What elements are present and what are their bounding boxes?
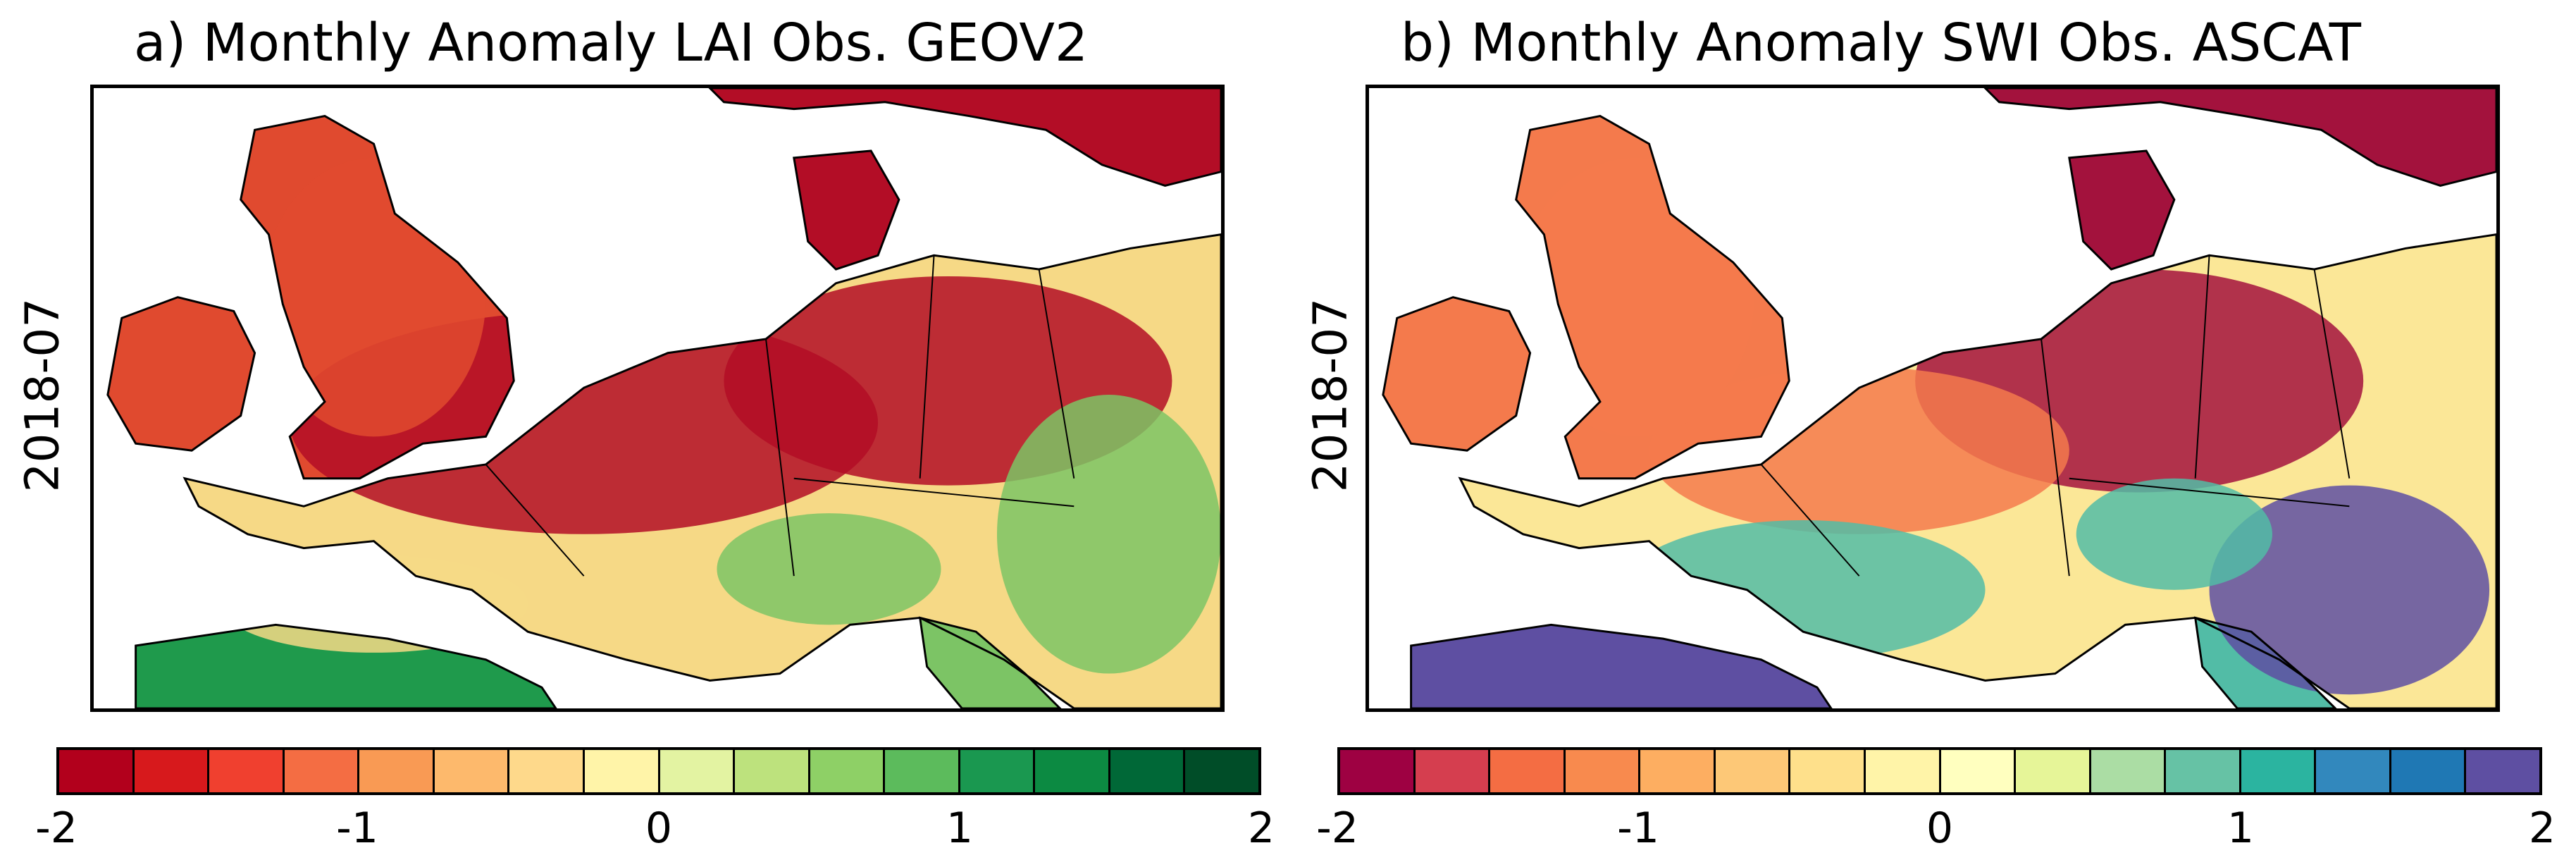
land-scandinavia-north [1985, 88, 2496, 186]
panel-b-tick-3: 1 [2227, 804, 2255, 853]
panel-b-map[interactable] [1366, 85, 2500, 712]
land-britain-coastline [1515, 114, 1790, 480]
land-ireland-coastline [1382, 296, 1532, 452]
land-scandinavia-north [710, 88, 1221, 186]
country-border-2 [919, 255, 935, 479]
panel-b-tick-2: 0 [1926, 804, 1954, 853]
anomaly-region-3 [996, 395, 1221, 674]
colorbar-swatch-8 [1940, 750, 2017, 792]
country-border-3 [2313, 269, 2351, 479]
country-border-3 [1038, 269, 1075, 479]
panel-a-tick-1: -1 [336, 804, 378, 853]
colorbar-swatch-4 [1640, 750, 1716, 792]
land-denmark-coastline [2068, 149, 2176, 271]
colorbar-swatch-3 [1565, 750, 1641, 792]
panel-a-title: a) Monthly Anomaly LAI Obs. GEOV2 [134, 13, 1089, 73]
land-denmark [2069, 150, 2174, 270]
colorbar-swatch-11 [2166, 750, 2241, 792]
colorbar-swatch-2 [209, 750, 285, 792]
colorbar-swatch-0 [59, 750, 135, 792]
colorbar-swatch-0 [1340, 750, 1416, 792]
panel-a-row-label: 2018-07 [15, 297, 70, 493]
colorbar-swatch-12 [2241, 750, 2317, 792]
panel-b-row-label: 2018-07 [1303, 297, 1358, 493]
land-britain-coastline [240, 114, 515, 480]
panel-a-colorbar [56, 747, 1261, 795]
land-iberia-coastline [135, 623, 557, 708]
land-continent-coastline [182, 233, 1221, 708]
colorbar-swatch-7 [1865, 750, 1941, 792]
panel-b-title: b) Monthly Anomaly SWI Obs. ASCAT [1401, 13, 2361, 73]
panel-b-tick-4: 2 [2528, 804, 2556, 853]
land-scandinavia-north-coastline [1983, 88, 2496, 187]
colorbar-swatch-15 [1185, 750, 1258, 792]
country-border-4 [793, 477, 1075, 508]
anomaly-region-4 [717, 513, 941, 625]
colorbar-swatch-15 [2466, 750, 2539, 792]
land-ireland [107, 297, 255, 451]
colorbar-swatch-11 [885, 750, 960, 792]
colorbar-swatch-12 [960, 750, 1036, 792]
land-italy-coastline [2193, 616, 2337, 708]
land-denmark [793, 150, 899, 270]
panel-a-tick-2: 0 [645, 804, 673, 853]
land-ireland-coastline [106, 296, 256, 452]
colorbar-swatch-9 [2016, 750, 2091, 792]
colorbar-swatch-1 [134, 750, 210, 792]
country-border-0 [485, 464, 585, 577]
colorbar-swatch-10 [2091, 750, 2167, 792]
lai-anomaly-map [106, 88, 1221, 708]
country-border-0 [1760, 464, 1860, 577]
land-italy-coastline [918, 616, 1062, 708]
colorbar-swatch-5 [1715, 750, 1791, 792]
colorbar-swatch-10 [810, 750, 886, 792]
colorbar-swatch-9 [735, 750, 810, 792]
panel-b-tick-1: -1 [1617, 804, 1659, 853]
colorbar-swatch-5 [434, 750, 510, 792]
anomaly-region-4 [1621, 520, 1986, 660]
panel-b-colorbar [1337, 747, 2542, 795]
panel-a-tick-4: 2 [1247, 804, 1275, 853]
colorbar-swatch-7 [584, 750, 660, 792]
land-continent-coastline [1458, 233, 2496, 708]
colorbar-swatch-13 [1035, 750, 1110, 792]
colorbar-swatch-6 [1790, 750, 1866, 792]
land-iberia [135, 625, 556, 708]
land-ireland [1382, 297, 1530, 451]
anomaly-region-2 [1516, 157, 1754, 437]
colorbar-swatch-1 [1415, 750, 1491, 792]
land-scandinavia-north-coastline [708, 88, 1221, 187]
panel-a-tick-0: -2 [35, 804, 78, 853]
land-italy [919, 617, 1060, 708]
colorbar-swatch-2 [1490, 750, 1566, 792]
country-border-1 [2041, 338, 2070, 577]
anomaly-region-5 [2076, 478, 2272, 590]
panel-a-tick-3: 1 [946, 804, 974, 853]
anomaly-region-2 [261, 157, 486, 437]
colorbar-swatch-14 [2391, 750, 2467, 792]
country-border-2 [2194, 255, 2210, 479]
colorbar-swatch-6 [509, 750, 585, 792]
land-iberia-coastline [1410, 623, 1833, 708]
panel-b: b) Monthly Anomaly SWI Obs. ASCAT 2018-0… [1288, 0, 2576, 867]
colorbar-swatch-8 [660, 750, 736, 792]
panel-a: a) Monthly Anomaly LAI Obs. GEOV2 2018-0… [15, 13, 1275, 853]
colorbar-swatch-14 [1110, 750, 1186, 792]
swi-anomaly-map [1382, 88, 2496, 708]
land-denmark-coastline [793, 149, 900, 271]
panel-a-map[interactable] [90, 85, 1225, 712]
anomaly-region-3 [2209, 485, 2490, 695]
land-iberia [1411, 625, 1831, 708]
country-border-1 [765, 338, 795, 577]
country-border-4 [2069, 477, 2350, 508]
colorbar-swatch-3 [284, 750, 360, 792]
colorbar-swatch-4 [359, 750, 435, 792]
colorbar-swatch-13 [2316, 750, 2391, 792]
anomaly-region-1 [1649, 367, 2069, 534]
panel-b-tick-0: -2 [1316, 804, 1358, 853]
